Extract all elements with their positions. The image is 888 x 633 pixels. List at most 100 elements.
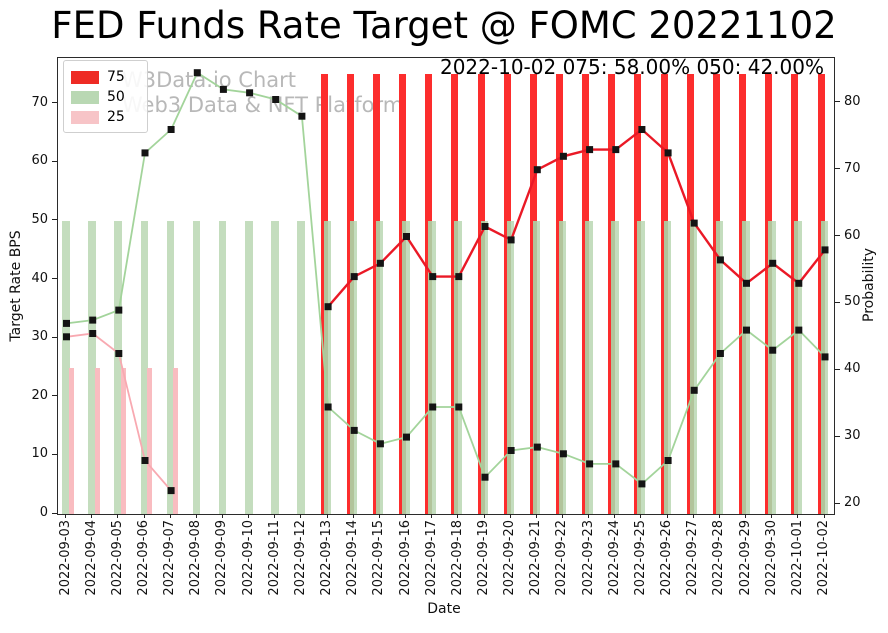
marker-prob-50 [586, 460, 594, 468]
bar-25 [68, 367, 74, 514]
left-tick-label: 60 [31, 153, 48, 169]
marker-prob-50 [376, 440, 384, 448]
x-tick-mark [666, 514, 668, 518]
x-tick-label: 2022-09-06 [136, 520, 151, 596]
right-tick-label: 20 [844, 495, 861, 510]
right-tick-label: 60 [844, 227, 861, 243]
marker-prob-25 [167, 487, 175, 495]
x-tick-label: 2022-09-09 [214, 520, 230, 596]
left-tick-label: 10 [31, 446, 48, 462]
marker-prob-50 [403, 433, 410, 441]
marker-prob-50 [219, 85, 227, 93]
x-tick-mark [274, 514, 276, 518]
marker-prob-75 [455, 273, 463, 281]
chart-title: FED Funds Rate Target @ FOMC 20221102 [51, 4, 837, 47]
bar-50 [297, 220, 305, 514]
marker-prob-25 [63, 333, 70, 341]
left-tick-mark [52, 102, 57, 104]
bar-50 [62, 220, 70, 514]
bar-25 [173, 367, 179, 514]
marker-prob-50 [455, 403, 463, 411]
bar-50 [245, 220, 253, 514]
x-tick-mark [640, 514, 642, 518]
bar-overlap [349, 220, 354, 514]
x-tick-mark [718, 514, 720, 518]
x-tick-mark [300, 514, 302, 518]
marker-prob-50 [533, 443, 541, 451]
x-tick-mark [745, 514, 746, 518]
bar-overlap [323, 220, 328, 514]
x-tick-label: 2022-09-13 [319, 520, 335, 596]
marker-prob-50 [821, 353, 829, 361]
marker-prob-75 [429, 273, 437, 281]
bar-overlap [663, 220, 668, 514]
x-tick-mark [352, 514, 354, 518]
x-tick-mark [588, 514, 590, 518]
bar-overlap [532, 220, 537, 514]
marker-prob-50 [141, 149, 149, 157]
x-tick-mark [692, 514, 694, 518]
marker-prob-50 [638, 480, 646, 488]
x-tick-label: 2022-09-22 [554, 520, 570, 596]
left-tick-mark [52, 395, 57, 397]
x-tick-mark [483, 514, 485, 518]
x-tick-label: 2022-09-24 [606, 520, 622, 596]
marker-prob-50 [429, 403, 437, 411]
marker-prob-50 [481, 473, 489, 481]
marker-prob-50 [89, 316, 97, 324]
right-tick-mark [835, 435, 840, 437]
right-tick-mark [835, 502, 840, 504]
right-tick-label: 30 [844, 428, 861, 444]
x-tick-mark [509, 514, 511, 518]
right-tick-mark [835, 368, 840, 370]
bar-overlap [794, 220, 799, 514]
x-tick-label: 2022-09-16 [397, 520, 413, 596]
x-tick-label: 2022-09-28 [711, 520, 727, 596]
x-tick-mark [797, 514, 799, 518]
x-tick-label: 2022-09-15 [371, 520, 387, 596]
marker-prob-50 [507, 447, 515, 454]
marker-prob-50 [324, 403, 332, 411]
bar-overlap [611, 220, 616, 514]
marker-prob-75 [638, 126, 646, 133]
right-tick-label: 70 [844, 160, 861, 176]
bar-overlap [480, 220, 485, 514]
marker-prob-50 [664, 457, 672, 464]
lines-layer [63, 69, 829, 495]
x-tick-label: 2022-09-27 [685, 520, 701, 596]
bar-overlap [506, 220, 511, 514]
x-tick-mark [431, 514, 433, 518]
left-tick-mark [52, 278, 57, 280]
marker-prob-50 [769, 346, 777, 354]
left-tick-label: 70 [31, 94, 48, 110]
marker-prob-75 [821, 246, 829, 254]
right-tick-label: 40 [844, 361, 861, 377]
legend-item-50: 50 [71, 87, 139, 107]
x-tick-mark [117, 514, 119, 518]
bar-50 [88, 220, 96, 514]
bar-25 [147, 367, 152, 514]
right-axis-label: Probability [861, 247, 877, 323]
x-tick-label: 2022-09-29 [737, 520, 753, 596]
marker-prob-25 [115, 350, 123, 357]
line-prob-75 [327, 127, 826, 308]
marker-prob-50 [246, 89, 254, 97]
x-tick-label: 2022-09-07 [162, 520, 178, 596]
line-prob-25 [66, 332, 172, 492]
right-tick-mark [835, 168, 840, 170]
marker-prob-75 [376, 259, 384, 267]
x-tick-mark [771, 514, 773, 518]
bar-overlap [428, 220, 433, 514]
bar-50 [218, 220, 227, 514]
probability-annotation: 2022-10-02 075: 58.00% 050: 42.00% [439, 55, 824, 79]
legend-label: 75 [107, 69, 125, 85]
marker-prob-50 [350, 426, 358, 434]
x-tick-mark [195, 514, 197, 518]
bar-25 [120, 367, 126, 514]
marker-prob-75 [690, 219, 698, 227]
bar-50 [271, 220, 279, 514]
x-tick-label: 2022-09-12 [292, 520, 308, 596]
x-tick-mark [65, 514, 66, 518]
legend-swatch-icon [71, 90, 99, 104]
bar-overlap [375, 220, 380, 514]
